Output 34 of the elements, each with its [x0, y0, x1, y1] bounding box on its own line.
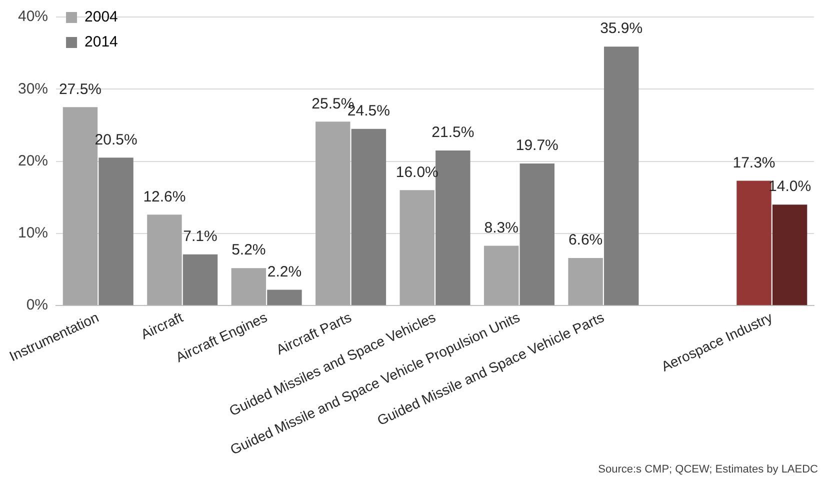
y-tick-label: 30%: [18, 80, 48, 98]
bar: [351, 128, 386, 306]
bar: [98, 158, 134, 306]
data-label: 17.3%: [732, 154, 776, 172]
data-label: 27.5%: [58, 80, 102, 98]
bar: [267, 290, 302, 306]
legend-label: 2004: [84, 8, 118, 26]
data-label: 5.2%: [232, 242, 266, 259]
data-label: 6.6%: [568, 232, 603, 249]
bar: [147, 214, 182, 306]
y-tick-label: 10%: [18, 224, 48, 242]
bar: [484, 246, 519, 306]
bar: [182, 254, 218, 306]
bar: [736, 180, 772, 306]
y-tick-label: 20%: [18, 152, 48, 170]
source-note: Source:s CMP; QCEW; Estimates by LAEDC: [598, 464, 818, 476]
legend-label: 2014: [84, 34, 118, 51]
bar: [316, 122, 350, 306]
data-label: 19.7%: [516, 137, 558, 154]
bar: [520, 163, 554, 306]
bar: [568, 258, 603, 306]
data-label: 12.6%: [143, 188, 186, 206]
y-tick-label: 0%: [26, 296, 48, 314]
data-label: 2.2%: [267, 263, 302, 280]
bar: [604, 46, 639, 306]
y-tick-label: 40%: [18, 8, 48, 26]
bar: [772, 204, 808, 306]
data-label: 21.5%: [432, 124, 474, 142]
data-label: 7.1%: [183, 228, 218, 246]
bar: [400, 190, 434, 306]
bar: [231, 268, 266, 306]
data-label: 35.9%: [600, 20, 643, 38]
data-label: 20.5%: [94, 131, 138, 148]
data-label: 8.3%: [484, 219, 518, 236]
